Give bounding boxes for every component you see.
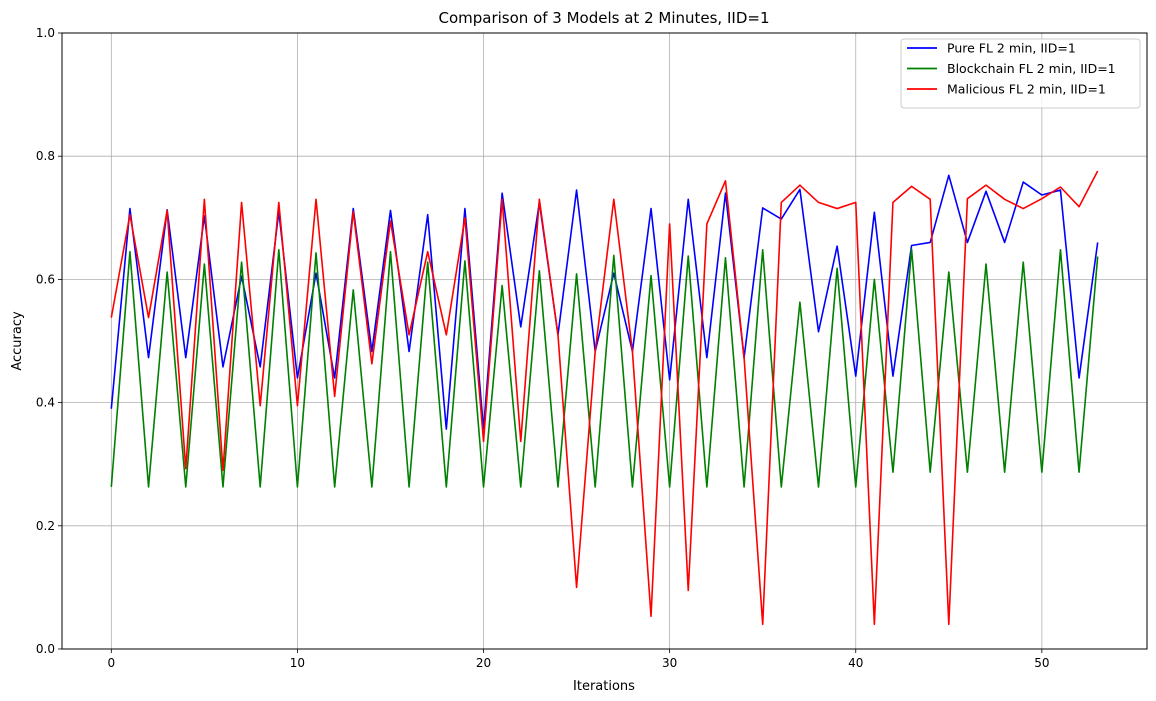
x-axis-label: Iterations [573, 679, 635, 694]
y-tick-label: 0.2 [36, 519, 55, 533]
legend: Pure FL 2 min, IID=1 Blockchain FL 2 min,… [900, 38, 1141, 109]
x-tick-label: 20 [476, 656, 491, 670]
x-tick-label: 0 [107, 656, 115, 670]
grid-lines [62, 32, 1147, 650]
series-line-2 [110, 248, 1099, 488]
series-line-3 [110, 170, 1099, 626]
chart-title: Comparison of 3 Models at 2 Minutes, IID… [439, 9, 770, 27]
legend-label-1: Pure FL 2 min, IID=1 [947, 41, 1076, 56]
y-axis-ticks: 0.0 0.2 0.4 0.6 0.8 1.0 [36, 26, 62, 656]
legend-label-2: Blockchain FL 2 min, IID=1 [947, 61, 1116, 76]
x-tick-label: 50 [1034, 656, 1049, 670]
legend-label-3: Malicious FL 2 min, IID=1 [947, 82, 1106, 97]
axes-frame [61, 32, 1148, 650]
y-tick-label: 1.0 [36, 26, 55, 40]
y-axis-label: Accuracy [10, 311, 25, 371]
x-tick-label: 30 [662, 656, 677, 670]
x-axis-ticks: 0 10 20 30 40 50 [107, 649, 1049, 670]
series-lines [110, 170, 1099, 626]
x-tick-label: 10 [290, 656, 305, 670]
y-tick-label: 0.8 [36, 149, 55, 163]
legend-box [900, 38, 1141, 109]
y-tick-label: 0.0 [36, 642, 55, 656]
y-tick-label: 0.6 [36, 272, 55, 286]
y-tick-label: 0.4 [36, 396, 55, 410]
x-tick-label: 40 [848, 656, 863, 670]
